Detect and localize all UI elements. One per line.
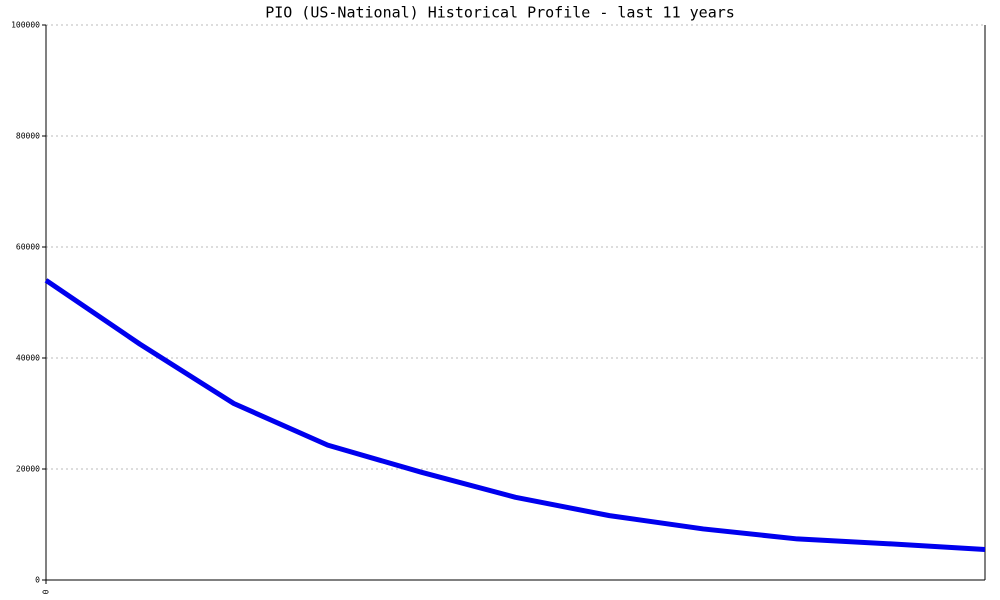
y-tick-label: 0	[35, 576, 40, 585]
y-tick-label: 40000	[16, 354, 40, 363]
y-tick-label: 60000	[16, 243, 40, 252]
chart-title: PIO (US-National) Historical Profile - l…	[265, 4, 735, 22]
y-tick-label: 80000	[16, 132, 40, 141]
y-tick-label: 100000	[11, 21, 40, 30]
x-tick-label: 0	[42, 589, 51, 594]
data-line	[44, 278, 986, 552]
y-tick-label: 20000	[16, 465, 40, 474]
